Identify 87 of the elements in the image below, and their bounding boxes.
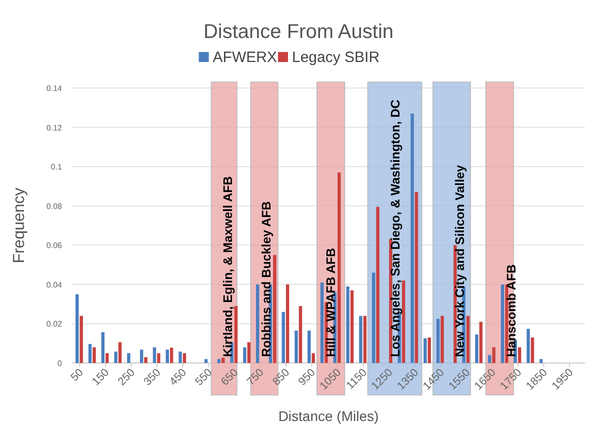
x-tick-label: 750 (244, 366, 266, 388)
bar (294, 330, 298, 363)
x-tick-label: 950 (296, 366, 318, 388)
band-label: Hanscomb AFB (504, 264, 519, 357)
x-tick-label: 350 (142, 366, 164, 388)
bar (436, 318, 440, 363)
bar (282, 312, 285, 363)
band-label: Los Angeles, San Diego, & Washington, DC (388, 100, 403, 357)
bar (101, 332, 105, 363)
bar (363, 316, 366, 363)
bar (273, 254, 276, 363)
bar (204, 359, 208, 363)
bar (76, 294, 79, 363)
bar (312, 353, 315, 363)
y-tick-label: 0.12 (46, 123, 63, 132)
bar (114, 352, 118, 363)
bar (479, 322, 483, 363)
y-tick-label: 0.04 (46, 280, 63, 290)
band-label: Hill & WPAFB AFB (324, 248, 338, 357)
bar (308, 330, 311, 363)
y-tick-label: 0.1 (50, 162, 63, 172)
bar (157, 353, 160, 363)
x-tick-label: 450 (168, 366, 189, 388)
band-label: Robbins and Buckley AFB (260, 201, 274, 357)
x-tick-label: 150 (90, 366, 112, 388)
x-tick-label: 650 (219, 366, 241, 388)
bar (170, 348, 174, 363)
bar (410, 114, 414, 363)
bar (500, 284, 504, 363)
bar (440, 316, 444, 363)
x-tick-label: 250 (116, 366, 138, 388)
band-label: Kirtland, Eglin, & Maxwell AFB (221, 176, 236, 357)
bar (286, 284, 290, 363)
bar (243, 347, 246, 363)
bar (350, 290, 354, 363)
y-axis-title: Frequency (11, 188, 28, 264)
bar (475, 334, 478, 363)
bar (359, 316, 362, 363)
x-tick-label: 850 (270, 366, 292, 388)
legend-label: Legacy SBIR (292, 49, 380, 66)
chart-title: Distance From Austin (203, 21, 394, 43)
x-tick-label: 550 (193, 366, 215, 388)
bar (488, 355, 492, 363)
bar (118, 342, 122, 363)
bar (166, 350, 169, 363)
x-tick-label: 50 (68, 366, 86, 384)
y-tick-label: 0 (58, 359, 63, 368)
bar (182, 353, 186, 363)
bar (402, 280, 406, 363)
y-tick-label: 0.06 (46, 241, 63, 250)
bar (376, 206, 380, 363)
bar (140, 350, 144, 363)
bar (144, 357, 148, 363)
band-label: New York City and Silicon Valley (453, 164, 468, 357)
bar (389, 239, 392, 363)
bar (234, 306, 238, 363)
y-tick-label: 0.14 (46, 84, 63, 93)
bar (247, 342, 250, 363)
y-tick-label: 0.02 (46, 320, 63, 329)
bar (526, 328, 530, 363)
bar (92, 347, 96, 363)
bar (540, 359, 543, 363)
bar (222, 358, 225, 363)
bar (106, 353, 109, 363)
bar (414, 192, 418, 363)
bar (492, 347, 496, 363)
bar (424, 338, 427, 363)
bar (217, 359, 221, 363)
y-tick-label: 0.08 (46, 202, 63, 211)
bar (428, 337, 431, 363)
bar (338, 172, 341, 363)
bar (346, 286, 350, 363)
bar (466, 316, 470, 363)
bar (372, 272, 376, 363)
bar (256, 284, 260, 363)
bar (298, 306, 302, 363)
bar (530, 337, 534, 363)
bar (80, 316, 83, 363)
legend-label: AFWERX (212, 49, 277, 66)
bar (178, 352, 182, 363)
bar (505, 284, 508, 363)
bar (518, 347, 522, 363)
bar (320, 282, 324, 363)
bar (88, 344, 92, 363)
bar (152, 347, 156, 363)
bar (127, 353, 130, 363)
x-axis-title: Distance (Miles) (278, 408, 379, 424)
